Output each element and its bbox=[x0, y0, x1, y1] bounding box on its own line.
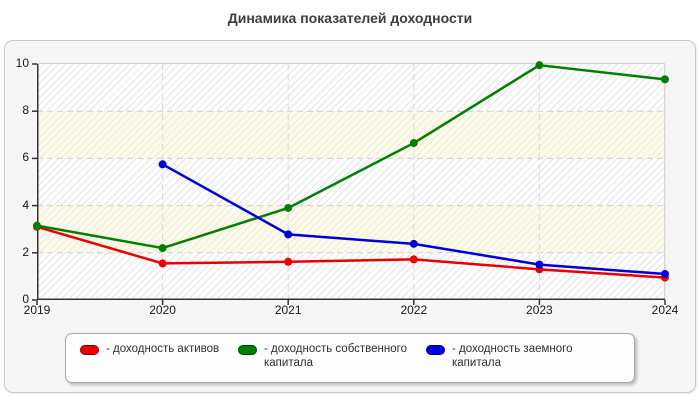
data-point-marker bbox=[33, 221, 41, 230]
x-tick-label: 2021 bbox=[274, 303, 302, 317]
data-point-marker bbox=[535, 260, 544, 269]
series-line bbox=[35, 63, 667, 250]
legend-item: - доходность собственного капитала bbox=[238, 343, 426, 370]
legend-label: - доходность собственного капитала bbox=[264, 343, 407, 369]
y-tick-label: 2 bbox=[22, 244, 29, 259]
background-band bbox=[37, 252, 664, 299]
legend-swatch-red bbox=[80, 345, 99, 355]
y-tick-label: 6 bbox=[22, 150, 29, 165]
plot-area bbox=[32, 61, 669, 305]
legend-swatch-green bbox=[238, 345, 257, 355]
background-band bbox=[37, 158, 664, 205]
data-point-marker bbox=[409, 139, 418, 148]
data-point-marker bbox=[158, 160, 167, 169]
data-point-marker bbox=[284, 203, 293, 212]
plot-background-bands bbox=[37, 64, 664, 299]
data-point-marker bbox=[409, 239, 418, 248]
chart-panel: 0 2 4 6 8 10 2019 2020 2021 2022 2023 2024 - доход… bbox=[4, 40, 696, 393]
background-band bbox=[37, 111, 664, 158]
chart-svg bbox=[32, 61, 669, 305]
y-tick-label: 8 bbox=[22, 103, 29, 118]
legend-label: - доходность заемного капитала bbox=[452, 343, 573, 369]
data-point-marker bbox=[661, 270, 669, 279]
background-band bbox=[37, 64, 664, 111]
chart-title: Динамика показателей доходности bbox=[227, 10, 473, 26]
y-tick-label: 0 bbox=[22, 292, 29, 306]
x-tick-label: 2020 bbox=[149, 303, 176, 317]
data-point-marker bbox=[284, 230, 293, 239]
legend-label: - доходность активов bbox=[106, 343, 220, 355]
data-point-marker bbox=[409, 255, 418, 264]
x-tick-label: 2023 bbox=[526, 303, 553, 317]
data-point-marker bbox=[158, 259, 167, 268]
x-tick-label: 2022 bbox=[400, 303, 428, 317]
y-tick-label: 10 bbox=[15, 56, 29, 70]
x-tick-label: 2024 bbox=[651, 303, 679, 317]
y-tick-label: 4 bbox=[22, 197, 29, 212]
x-tick-label: 2019 bbox=[23, 303, 51, 317]
legend-item: - доходность активов bbox=[80, 343, 238, 357]
data-point-marker bbox=[284, 257, 293, 266]
x-axis-labels: 2019 2020 2021 2022 2023 2024 bbox=[24, 303, 679, 319]
series-line bbox=[35, 225, 667, 279]
data-point-marker bbox=[661, 75, 669, 84]
data-point-marker bbox=[158, 244, 167, 253]
data-point-marker bbox=[535, 61, 544, 70]
legend-swatch-blue bbox=[426, 345, 445, 355]
legend: - доходность активов - доходность собств… bbox=[65, 333, 635, 383]
legend-item: - доходность заемного капитала bbox=[426, 343, 628, 370]
y-axis-labels: 0 2 4 6 8 10 bbox=[5, 56, 31, 306]
